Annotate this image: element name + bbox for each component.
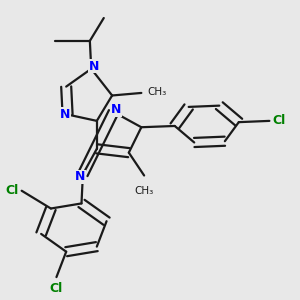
Text: Cl: Cl — [272, 114, 285, 128]
Text: N: N — [75, 170, 85, 183]
Text: N: N — [111, 103, 122, 116]
Text: Cl: Cl — [6, 184, 19, 197]
Text: N: N — [89, 60, 99, 73]
Text: CH₃: CH₃ — [134, 186, 154, 196]
Text: N: N — [60, 108, 70, 121]
Text: Cl: Cl — [50, 282, 63, 295]
Text: CH₃: CH₃ — [147, 87, 166, 97]
